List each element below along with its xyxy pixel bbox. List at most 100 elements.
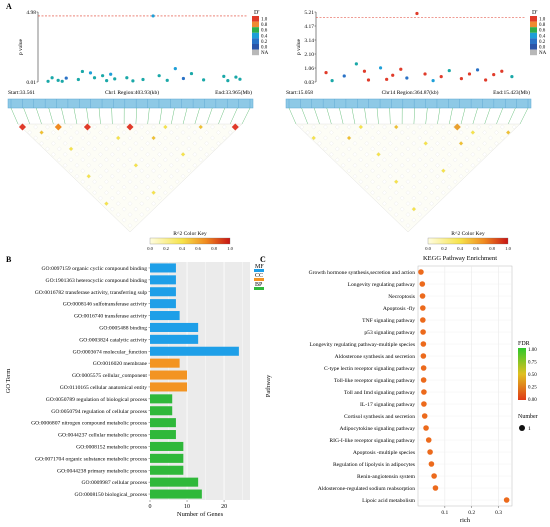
snp-point (173, 67, 177, 71)
x-tick-label: 0.3 (495, 510, 502, 516)
ld-cell (163, 157, 168, 163)
go-bar (150, 477, 199, 487)
ld-cell (133, 163, 139, 168)
ld-cell (393, 212, 399, 217)
ld-cell (145, 184, 150, 190)
ld-cell (115, 146, 121, 152)
x-tick-label: 0.1 (441, 510, 448, 516)
ld-cell (104, 157, 109, 163)
ld-cell (446, 141, 452, 146)
ld-cell (488, 135, 493, 141)
ld-cell (423, 130, 428, 135)
y-tick-label: 4.17 (304, 24, 314, 30)
ld-cell (204, 130, 209, 135)
plot-background (150, 262, 250, 500)
ld-cell (121, 141, 127, 146)
ld-cell (198, 135, 204, 141)
ld-cell (174, 157, 180, 163)
d-legend-title: D' (532, 10, 537, 16)
ld-cell (216, 141, 221, 146)
ld-cell (429, 135, 434, 141)
ld-plot-left: 4.980.01p valueD'1.00.80.60.40.20.0NASta… (7, 10, 269, 251)
snp-point (484, 78, 488, 82)
ld-cell (86, 141, 92, 146)
ld-cell (393, 157, 399, 163)
go-bar (150, 322, 199, 332)
ld-cell (370, 157, 375, 163)
ld-cell (192, 163, 198, 168)
go-term-label: GO:0110165 cellular anatomical entity (60, 385, 147, 391)
panel-a-letter: A (6, 2, 12, 11)
ld-cell (423, 141, 428, 146)
ld-cell (411, 130, 417, 135)
snp-point (447, 68, 451, 73)
pathway-point (427, 449, 433, 455)
pathway-label: C-type lectin receptor signaling pathway (324, 366, 415, 372)
ld-cell (110, 152, 115, 157)
ld-cell (441, 157, 446, 163)
ld-cell (334, 146, 340, 152)
ld-cell (174, 124, 180, 130)
ld-cell (435, 141, 440, 146)
snp-point (500, 69, 504, 73)
ld-cell (411, 152, 417, 157)
ld-cell (157, 195, 162, 201)
ld-cell (446, 130, 452, 135)
connector-line (10, 107, 19, 125)
ld-cell (204, 141, 209, 146)
snp-point (181, 76, 185, 81)
pathway-label: Aldosterone synthesis and secretion (335, 354, 416, 360)
connector-line (460, 107, 466, 125)
ld-cell (358, 124, 364, 130)
ld-cell (110, 163, 115, 168)
ld-cell (180, 152, 186, 157)
ld-cell (210, 135, 215, 141)
x-tick-label: 20 (221, 504, 227, 510)
x-axis-title: rich (460, 517, 471, 524)
ld-cell (115, 157, 121, 163)
ld-cell (399, 184, 405, 190)
ld-cell (458, 141, 464, 146)
connector-line (230, 107, 238, 125)
legend-swatch (254, 287, 264, 290)
go-term-label: GO:0016020 membrane (93, 361, 148, 367)
ld-cell (186, 157, 192, 163)
ld-cell (86, 152, 92, 157)
d-legend-swatch (530, 49, 537, 56)
pathway-point (503, 497, 510, 503)
ld-cell (56, 146, 62, 152)
ld-cell (74, 163, 80, 168)
ld-cell (163, 168, 168, 174)
ld-cell (168, 130, 174, 135)
ld-cell (411, 195, 417, 201)
ld-cell (180, 141, 186, 146)
snp-point (385, 77, 389, 81)
ld-cell (110, 130, 115, 135)
ld-cell (340, 152, 346, 157)
connector-line (61, 107, 66, 125)
snp-point (510, 75, 514, 79)
ld-cell (358, 168, 364, 174)
d-legend-label: 1.0 (261, 18, 268, 23)
connector-line (206, 107, 213, 125)
ld-cell (80, 146, 86, 152)
ld-cell (127, 157, 133, 163)
ld-cell (352, 163, 358, 168)
ld-cell (388, 130, 393, 135)
snp-point (50, 76, 54, 80)
color-key-bar (427, 237, 509, 245)
ld-cell (27, 130, 33, 135)
ld-cell (411, 163, 417, 168)
go-bar (150, 263, 176, 273)
ld-cell (500, 124, 505, 130)
ld-cell (157, 163, 162, 168)
go-bar (150, 406, 173, 416)
go-term-label: GO:0008150 biological_process (74, 492, 147, 498)
ld-cell (458, 130, 464, 135)
ld-cell (482, 152, 487, 157)
color-key-tick: 0.8 (489, 246, 495, 251)
y-axis-title: p value (296, 38, 302, 55)
connector-line (135, 107, 137, 125)
